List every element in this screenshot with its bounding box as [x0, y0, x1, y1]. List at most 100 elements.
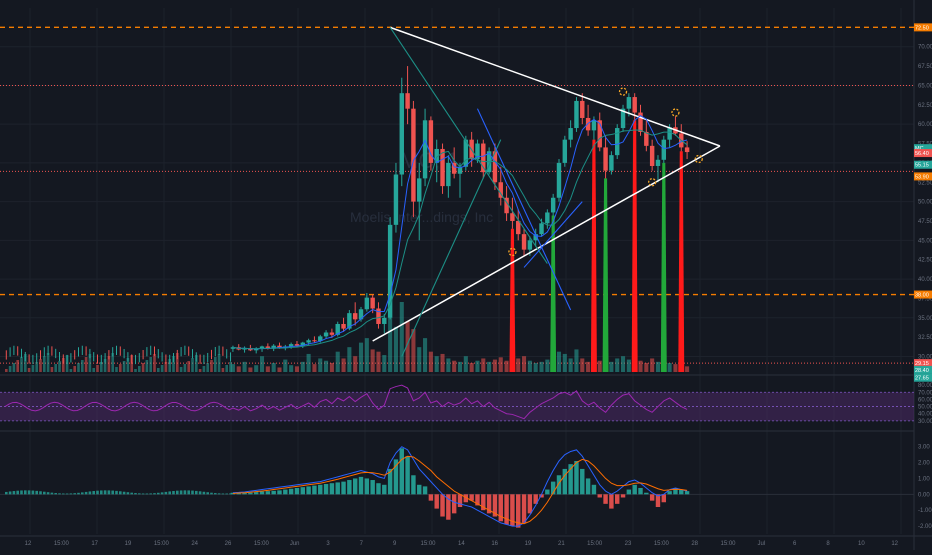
volume-bar	[164, 362, 168, 372]
volume-bar	[100, 362, 103, 372]
volume-bar	[153, 354, 156, 372]
macd-histogram-bar	[229, 493, 232, 495]
volume-bar	[370, 349, 375, 372]
volume-bar	[393, 326, 398, 372]
time-tick-label: 23	[625, 541, 632, 547]
candle-body	[451, 162, 457, 174]
volume-bar	[539, 361, 544, 372]
macd-histogram-bar	[585, 478, 591, 495]
candle-body	[376, 308, 381, 324]
candle-body	[498, 182, 503, 198]
macd-histogram-bar	[288, 488, 294, 495]
macd-histogram-bar	[84, 491, 88, 495]
macd-histogram-bar	[545, 489, 550, 495]
volume-bar	[191, 358, 194, 372]
candle-body	[492, 151, 498, 183]
macd-histogram-bar	[469, 494, 474, 501]
macd-histogram-bar	[183, 490, 187, 495]
price-tick-label: 30.00	[918, 355, 932, 361]
macd-histogram-bar	[382, 484, 387, 495]
volume-bar	[388, 317, 393, 372]
candle-body	[242, 347, 247, 350]
candles	[5, 66, 690, 365]
time-tick-label: 19	[125, 541, 132, 547]
macd-histogram-bar	[277, 490, 282, 495]
volume-bar	[527, 360, 532, 372]
candle-body	[277, 345, 282, 348]
volume-bars	[5, 302, 690, 372]
time-tick-label: 3	[326, 541, 330, 547]
signal-line	[232, 455, 688, 525]
time-tick-label: 15:00	[154, 541, 170, 547]
volume-bar	[157, 368, 160, 372]
candle-body	[271, 345, 276, 349]
candle-body	[580, 100, 585, 118]
volume-bar	[283, 359, 288, 372]
macd-histogram-bar	[329, 483, 335, 495]
volume-bar	[145, 360, 149, 372]
candle-body	[533, 234, 538, 241]
volume-bar	[568, 358, 573, 372]
time-tick-label: 6	[793, 541, 797, 547]
volume-bar	[96, 365, 99, 372]
signal-spike-bar	[509, 228, 516, 372]
macd-histogram-bar	[684, 491, 690, 495]
macd-histogram-bar	[370, 480, 375, 495]
volume-bar	[312, 364, 317, 372]
candle-body	[393, 174, 399, 225]
macd-tick-label: 0.00	[918, 492, 930, 498]
candle-body	[568, 128, 573, 140]
volume-bar	[242, 361, 247, 372]
volume-bar	[138, 366, 141, 372]
macd-histogram-bar	[434, 494, 439, 509]
volume-bar	[434, 356, 439, 372]
macd-histogram-bar	[521, 494, 527, 523]
macd-histogram-bar	[539, 494, 544, 498]
macd-histogram-bar	[492, 494, 498, 517]
macd-histogram-bar	[31, 490, 35, 495]
candle-body	[510, 213, 515, 221]
pivot-marker	[508, 247, 517, 257]
macd-histogram-bar	[498, 494, 503, 522]
volume-bar	[149, 357, 152, 372]
volume-bar	[141, 363, 145, 372]
candle-body	[417, 178, 422, 202]
rsi-tick-label: 80.00	[918, 383, 932, 389]
price-badge	[914, 149, 932, 158]
volume-bar	[92, 368, 95, 372]
macd-tick-label: 1.00	[918, 476, 930, 482]
volume-bar	[5, 369, 8, 372]
macd-histogram-bar	[649, 494, 655, 501]
macd-histogram-bar	[157, 492, 160, 495]
volume-bar	[107, 356, 111, 372]
candle-body	[609, 155, 614, 171]
volume-bar	[475, 360, 480, 372]
volume-bar	[556, 351, 562, 372]
macd-histogram-bar	[533, 494, 538, 504]
price-tick-label: 62.50	[918, 103, 932, 109]
candle-body	[411, 108, 416, 202]
candle-body	[329, 332, 335, 335]
pivot-marker	[618, 87, 628, 96]
time-tick-label: 21	[558, 541, 565, 547]
pivot-marker	[694, 154, 703, 164]
price-tick-label: 70.00	[918, 45, 932, 51]
macd-histogram-bar	[111, 490, 114, 495]
macd-histogram-bar	[81, 492, 84, 495]
volume-bar	[115, 367, 118, 372]
price-badge	[914, 359, 932, 368]
volume-bar	[504, 360, 509, 372]
candle-body	[539, 223, 544, 235]
macd-histogram-bar	[5, 491, 8, 495]
volume-bar	[324, 360, 329, 372]
macd-histogram-bar	[153, 493, 156, 495]
macd-histogram-bar	[92, 491, 95, 495]
macd-histogram-bar	[615, 494, 620, 504]
volume-bar	[306, 353, 311, 372]
macd-histogram-bar	[221, 493, 225, 495]
signal-spike-bar	[660, 162, 667, 372]
volume-bar	[423, 338, 428, 372]
candle-body	[399, 93, 404, 175]
